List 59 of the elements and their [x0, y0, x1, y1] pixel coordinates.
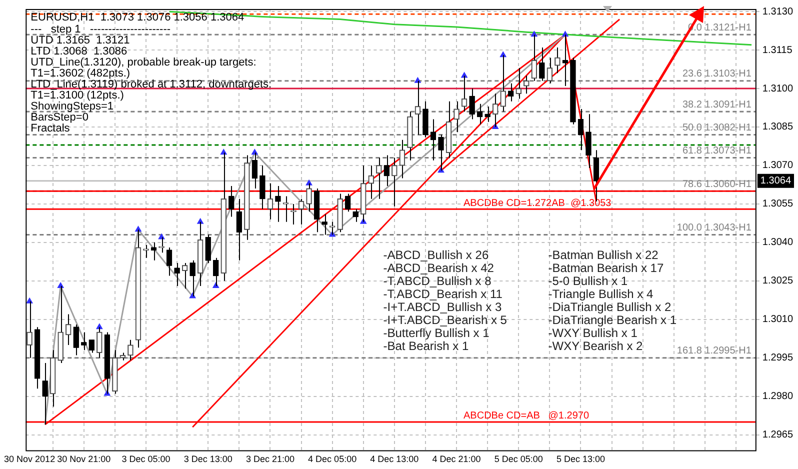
x-tick-label: 3 Dec 13:00: [184, 454, 232, 464]
x-tick-label: 3 Dec 05:00: [122, 454, 170, 464]
annotation: -ABCD_Bearish x 42: [383, 260, 494, 275]
annotation: -DiaTriangle Bearish x 1: [548, 312, 677, 327]
y-tick-label: 1.3100: [762, 83, 794, 94]
annotation: -Triangle Bullish x 4: [548, 286, 654, 301]
ref-line-label: 78.6 1.3060-H1: [682, 178, 752, 190]
annotation: -WXY Bullish x 1: [548, 326, 638, 340]
ref-line-label: 61.8 1.3073-H1: [682, 146, 752, 157]
annotation: -DiaTriangle Bullish x 2: [548, 300, 672, 314]
annotation: BarsStep=0: [30, 112, 88, 124]
annotation: -Batman Bullish x 22: [548, 248, 659, 262]
ref-line-label: 50.0 1.3082-H1: [682, 122, 752, 134]
y-tick-label: 1.3130: [762, 6, 794, 18]
annotation: -Butterfly Bullish x 1: [383, 326, 490, 340]
y-tick-label: 1.3085: [762, 122, 794, 133]
annotation: -5-0 Bullish x 1: [548, 274, 628, 288]
annotation: -I+T.ABCD_Bearish x 5: [383, 312, 508, 327]
x-tick-label: 30 Nov 21:00: [57, 454, 111, 464]
x-tick-label: 4 Dec 21:00: [432, 454, 481, 464]
x-tick-label: 5 Dec 05:00: [494, 454, 543, 464]
y-tick-label: 1.3055: [762, 198, 794, 210]
x-tick-label: 5 Dec 13:00: [556, 454, 606, 464]
annotation: -Bat Bearish x 1: [383, 338, 469, 353]
x-tick-label: 30 Nov 2012: [4, 454, 56, 464]
annotation: T1=1.3100 (12pts.): [30, 90, 124, 102]
annotation: Fractals: [30, 122, 70, 135]
y-tick-label: 1.3025: [762, 276, 794, 287]
y-tick-label: 1.2965: [762, 430, 794, 441]
x-tick-label: 3 Dec 21:00: [246, 454, 294, 464]
annotation: -I+T.ABCD_Bullish x 3: [383, 300, 502, 314]
y-tick-label: 1.3115: [762, 44, 793, 56]
y-tick-label: 1.3070: [762, 160, 794, 172]
ref-line-label: 38.2 1.3091-H1: [682, 99, 752, 110]
y-tick-label: 1.3010: [762, 314, 794, 326]
x-tick-label: 4 Dec 05:00: [308, 454, 357, 464]
annotation: LTD_Line(1.3119) broked at 1.3112, downtargets:: [30, 78, 272, 91]
annotation: UTD 1.3165 1.3121: [30, 34, 130, 47]
ref-line-label: ABCDBe CD=AB @1.2970: [464, 410, 590, 422]
ref-line-label: ABCDBe CD=1.272AB @1.3053: [464, 198, 612, 209]
annotation: 1.3064: [760, 176, 792, 187]
annotation: -Batman Bearish x 17: [548, 260, 664, 275]
annotation: T1=1.3602 (482pts.): [30, 68, 130, 80]
annotation: -T.ABCD_Bearish x 11: [383, 286, 503, 301]
annotation: -ABCD_Bullish x 26: [383, 248, 489, 262]
ref-line-label: 100.0 1.3043-H1: [676, 222, 752, 234]
annotation: LTD 1.3068 1.3086: [30, 46, 128, 58]
annotation: --- step 1 ----------------------: [30, 24, 171, 36]
x-tick-label: 4 Dec 13:00: [370, 454, 419, 464]
chart-title: EURUSD,H1 1.3073 1.3076 1.3056 1.3064: [30, 12, 244, 24]
y-tick-label: 1.3040: [762, 237, 794, 248]
ref-line-label: 161.8 1.2995-H1: [676, 346, 752, 357]
annotation: -T.ABCD_Bullish x 8: [383, 274, 492, 288]
y-tick-label: 1.2995: [762, 352, 794, 364]
annotation: ShowingSteps=1: [30, 100, 114, 113]
ref-line-label: 23.6 1.3103-H1: [682, 68, 752, 80]
annotation: UTD_Line(1.3120), probable break-up targets:: [30, 56, 256, 69]
y-tick-label: 1.2980: [762, 391, 794, 402]
annotation: -WXY Bearish x 2: [548, 338, 644, 353]
